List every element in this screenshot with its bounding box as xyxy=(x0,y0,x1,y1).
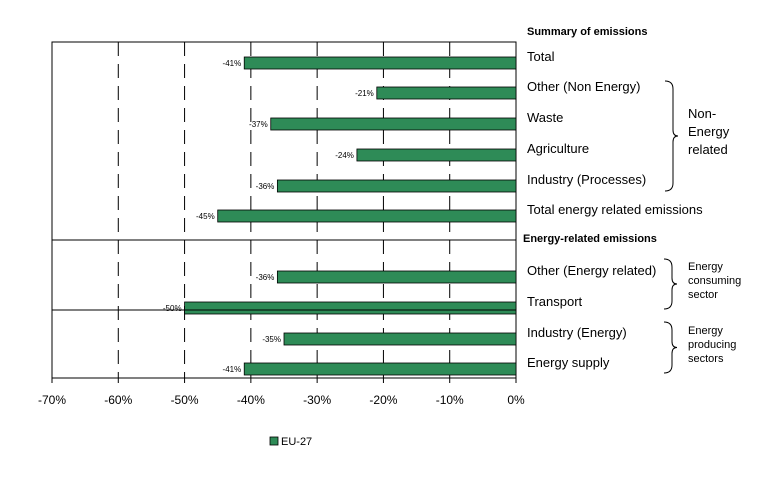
group-label: related xyxy=(688,142,728,157)
category-label: Total energy related emissions xyxy=(527,202,703,217)
section-header: Summary of emissions xyxy=(527,26,647,38)
x-tick-label: -30% xyxy=(303,393,331,407)
group-label: sector xyxy=(688,289,718,301)
category-label: Industry (Processes) xyxy=(527,172,646,187)
group-label: consuming xyxy=(688,275,741,287)
category-label: Other (Non Energy) xyxy=(527,79,640,94)
x-tick-label: -70% xyxy=(38,393,66,407)
bar xyxy=(283,332,517,346)
data-label: -41% xyxy=(223,365,242,374)
category-label: Waste xyxy=(527,110,563,125)
data-label: -37% xyxy=(249,120,268,129)
bar xyxy=(243,56,517,70)
data-label: -36% xyxy=(256,273,275,282)
data-label: -36% xyxy=(256,182,275,191)
group-label: sectors xyxy=(688,353,724,365)
data-label: -24% xyxy=(335,151,354,160)
group-label: producing xyxy=(688,339,736,351)
group-brace xyxy=(663,258,678,310)
category-label: Agriculture xyxy=(527,141,589,156)
x-tick-label: -50% xyxy=(171,393,199,407)
group-brace xyxy=(663,321,678,374)
group-brace xyxy=(664,80,679,192)
bar xyxy=(276,270,517,284)
data-label: -35% xyxy=(262,335,281,344)
x-tick-label: -20% xyxy=(369,393,397,407)
category-label: Total xyxy=(527,49,555,64)
x-tick-label: 0% xyxy=(507,393,525,407)
bar xyxy=(184,301,517,315)
legend-swatch xyxy=(269,436,279,446)
group-label: Energy xyxy=(688,325,723,337)
category-label: Transport xyxy=(527,294,583,309)
bar xyxy=(276,179,517,193)
group-label: Non- xyxy=(688,106,716,121)
category-label: Energy supply xyxy=(527,355,610,370)
bar xyxy=(217,209,517,223)
legend-label: EU-27 xyxy=(281,436,312,448)
bar xyxy=(243,362,517,376)
x-tick-label: -10% xyxy=(436,393,464,407)
group-label: Energy xyxy=(688,261,723,273)
data-label: -41% xyxy=(223,59,242,68)
bar xyxy=(356,148,517,162)
bar xyxy=(376,86,517,100)
category-label: Other (Energy related) xyxy=(527,263,656,278)
group-label: Energy xyxy=(688,124,730,139)
bar xyxy=(270,117,517,131)
data-label: -50% xyxy=(163,304,182,313)
x-tick-label: -60% xyxy=(104,393,132,407)
category-label: Industry (Energy) xyxy=(527,325,627,340)
data-label: -21% xyxy=(355,89,374,98)
data-label: -45% xyxy=(196,212,215,221)
x-tick-label: -40% xyxy=(237,393,265,407)
section-header: Energy-related emissions xyxy=(523,233,657,245)
